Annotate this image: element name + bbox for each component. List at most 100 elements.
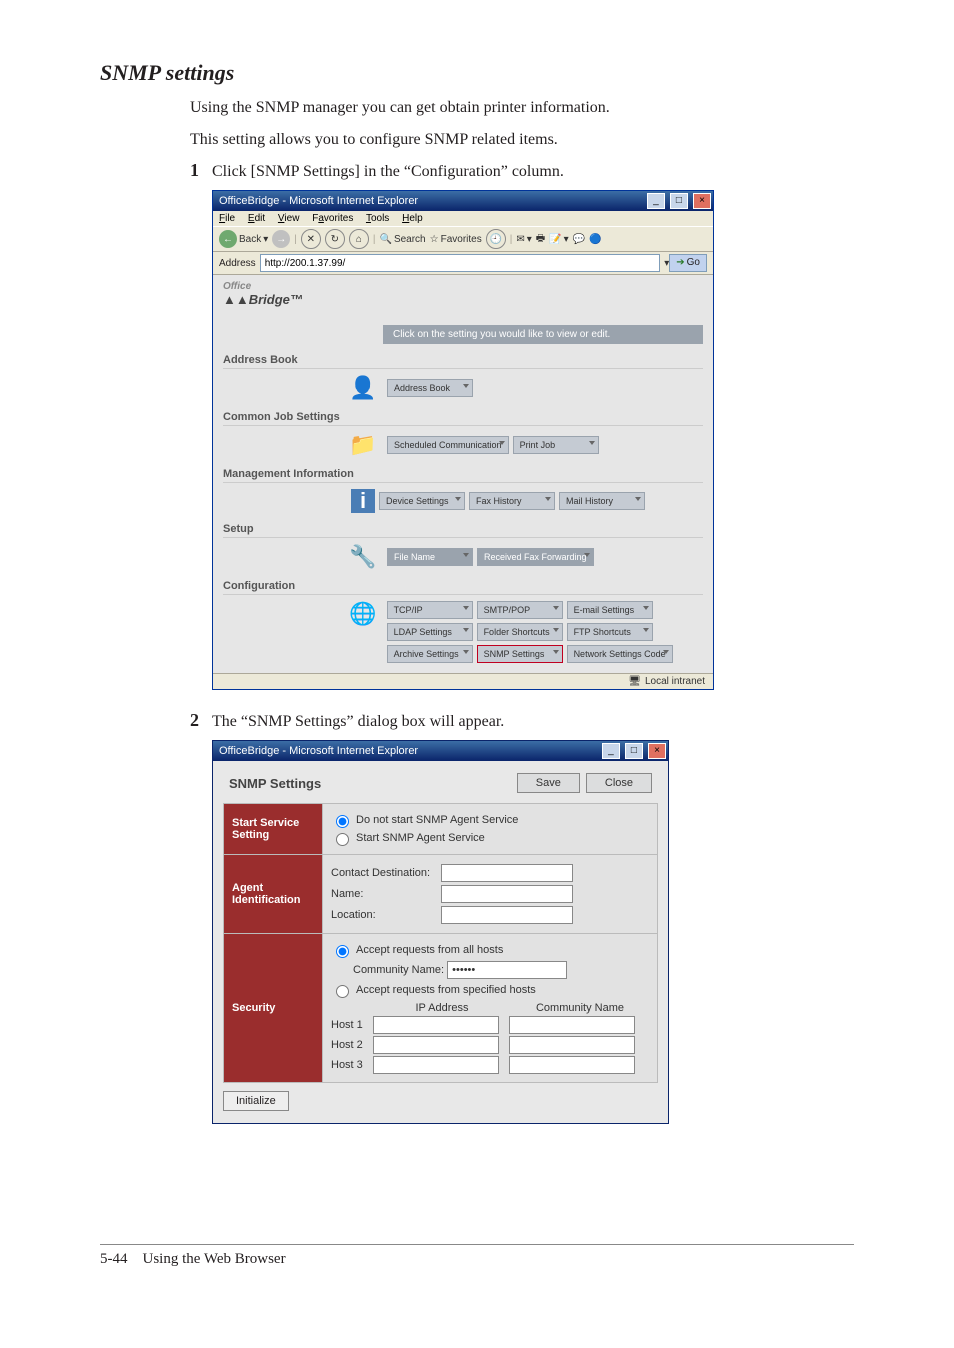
intro-line-1: Using the SNMP manager you can get obtai… [190, 96, 854, 120]
management-title: Management Information [223, 468, 703, 480]
maximize-button[interactable]: □ [670, 193, 688, 209]
radio-accept-all[interactable] [336, 945, 349, 958]
page-body: Office ▲▲Bridge™ Click on the setting yo… [213, 275, 713, 673]
ftp-shortcuts-button[interactable]: FTP Shortcuts [567, 623, 653, 641]
menu-file[interactable]: File [219, 213, 235, 224]
back-button[interactable]: ← Back ▾ [219, 230, 268, 248]
favorites-button[interactable]: ☆Favorites [430, 234, 482, 245]
ldap-settings-button[interactable]: LDAP Settings [387, 623, 473, 641]
section-management: Management Information i Device Settings… [223, 468, 703, 513]
community-name-label: Community Name: [353, 964, 444, 976]
step-2-number: 2 [190, 710, 212, 731]
go-label: Go [687, 255, 700, 271]
menu-edit[interactable]: Edit [248, 213, 265, 224]
address-book-button[interactable]: Address Book [387, 379, 473, 397]
menu-view[interactable]: View [278, 213, 300, 224]
common-job-icon: 📁 [343, 432, 383, 458]
dialog-minimize-button[interactable]: _ [602, 743, 620, 759]
dialog-header: SNMP Settings Save Close [223, 769, 658, 803]
device-settings-button[interactable]: Device Settings [379, 492, 465, 510]
host2-comm-input[interactable] [509, 1036, 635, 1054]
search-button[interactable]: 🔍Search [379, 234, 425, 245]
name-input[interactable] [441, 885, 573, 903]
radio-do-not-start[interactable] [336, 815, 349, 828]
mail-icon: ✉ [516, 234, 524, 245]
research-button[interactable]: 🔵 [589, 234, 601, 245]
host3-comm-input[interactable] [509, 1056, 635, 1074]
file-name-button[interactable]: File Name [387, 548, 473, 566]
refresh-button[interactable]: ↻ [325, 229, 345, 249]
community-name-header: Community Name [511, 1002, 649, 1014]
instruction-bar: Click on the setting you would like to v… [383, 325, 703, 344]
menu-help[interactable]: Help [402, 213, 423, 224]
initialize-button[interactable]: Initialize [223, 1091, 289, 1111]
step-1: 1 Click [SNMP Settings] in the “Configur… [190, 160, 854, 184]
tcpip-button[interactable]: TCP/IP [387, 601, 473, 619]
ip-address-header: IP Address [373, 1002, 511, 1014]
dialog-body: SNMP Settings Save Close Start Service S… [213, 761, 668, 1123]
email-settings-button[interactable]: E-mail Settings [567, 601, 653, 619]
go-button[interactable]: ➔Go [669, 254, 707, 272]
received-fax-button[interactable]: Received Fax Forwarding [477, 548, 594, 566]
network-settings-code-button[interactable]: Network Settings Code [567, 645, 673, 663]
section-configuration: Configuration 🌐 TCP/IP SMTP/POP E-mail S… [223, 580, 703, 663]
print-button[interactable]: 🖶 [536, 231, 545, 248]
archive-settings-button[interactable]: Archive Settings [387, 645, 473, 663]
save-button[interactable]: Save [517, 773, 580, 793]
radio-accept-specified[interactable] [336, 985, 349, 998]
dialog-maximize-button[interactable]: □ [625, 743, 643, 759]
section-address-book: Address Book 👤 Address Book [223, 354, 703, 401]
fax-history-button[interactable]: Fax History [469, 492, 555, 510]
agent-id-label: Agent Identification [224, 855, 323, 934]
host3-ip-input[interactable] [373, 1056, 499, 1074]
menu-favorites[interactable]: Favorites [312, 213, 353, 224]
host1-ip-input[interactable] [373, 1016, 499, 1034]
step-2-text: The “SNMP Settings” dialog box will appe… [212, 710, 504, 734]
print-job-button[interactable]: Print Job [513, 436, 599, 454]
snmp-settings-button[interactable]: SNMP Settings [477, 645, 563, 663]
zone-icon: 🖥 [628, 676, 641, 687]
section-setup: Setup 🔧 File Name Received Fax Forwardin… [223, 523, 703, 570]
host1-comm-input[interactable] [509, 1016, 635, 1034]
status-text: Local intranet [645, 676, 705, 687]
forward-button[interactable]: → [272, 230, 290, 248]
address-label: Address [219, 258, 256, 269]
officebridge-logo: Office ▲▲Bridge™ [223, 281, 703, 307]
research-icon: 🔵 [589, 234, 601, 245]
address-input[interactable] [260, 254, 661, 272]
common-job-title: Common Job Settings [223, 411, 703, 423]
security-content: Accept requests from all hosts Community… [323, 934, 658, 1083]
discuss-button[interactable]: 💬 [573, 234, 585, 245]
contact-dest-input[interactable] [441, 864, 573, 882]
edit-icon: 📝 [549, 234, 561, 245]
host2-ip-input[interactable] [373, 1036, 499, 1054]
host2-label: Host 2 [331, 1039, 373, 1051]
step-1-text: Click [SNMP Settings] in the “Configurat… [212, 160, 564, 184]
close-dialog-button[interactable]: Close [586, 773, 652, 793]
edit-button[interactable]: 📝▾ [549, 234, 568, 245]
do-not-start-label: Do not start SNMP Agent Service [356, 814, 518, 826]
step-2: 2 The “SNMP Settings” dialog box will ap… [190, 710, 854, 734]
screenshot-officebridge-main: OfficeBridge - Microsoft Internet Explor… [212, 190, 854, 690]
section-common-job: Common Job Settings 📁 Scheduled Communic… [223, 411, 703, 458]
print-icon: 🖶 [536, 231, 545, 248]
configuration-title: Configuration [223, 580, 703, 592]
host3-label: Host 3 [331, 1059, 373, 1071]
folder-shortcuts-button[interactable]: Folder Shortcuts [477, 623, 563, 641]
community-name-input[interactable]: •••••• [447, 961, 567, 979]
radio-start[interactable] [336, 833, 349, 846]
history-button[interactable]: 🕘 [486, 229, 506, 249]
location-input[interactable] [441, 906, 573, 924]
mail-button[interactable]: ✉▾ [516, 234, 531, 245]
close-button[interactable]: × [693, 193, 711, 209]
dialog-close-button[interactable]: × [648, 743, 666, 759]
minimize-button[interactable]: _ [647, 193, 665, 209]
menu-tools[interactable]: Tools [366, 213, 389, 224]
smtppop-button[interactable]: SMTP/POP [477, 601, 563, 619]
home-button[interactable]: ⌂ [349, 229, 369, 249]
name-label: Name: [331, 888, 441, 900]
address-bar: Address ▾ ➔Go [213, 252, 713, 275]
mail-history-button[interactable]: Mail History [559, 492, 645, 510]
scheduled-comm-button[interactable]: Scheduled Communication [387, 436, 509, 454]
stop-button[interactable]: ✕ [301, 229, 321, 249]
